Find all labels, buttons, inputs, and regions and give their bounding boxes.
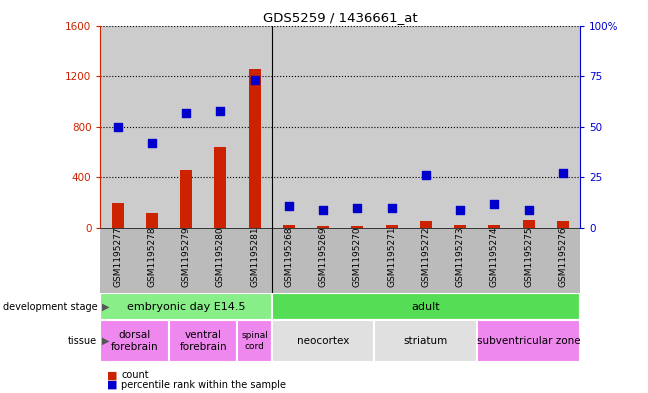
Text: development stage: development stage: [3, 301, 97, 312]
Bar: [237, 320, 272, 362]
Text: ■: ■: [107, 370, 117, 380]
Text: dorsal
forebrain: dorsal forebrain: [111, 330, 159, 352]
Point: [318, 207, 329, 213]
Text: subventricular zone: subventricular zone: [477, 336, 581, 346]
Point: [215, 107, 226, 114]
Point: [386, 204, 397, 211]
Text: ▶: ▶: [102, 301, 110, 312]
Bar: [272, 293, 580, 320]
Bar: [283, 226, 295, 228]
Bar: [111, 203, 124, 228]
Text: adult: adult: [411, 301, 440, 312]
Text: ■: ■: [107, 380, 117, 390]
Point: [421, 172, 431, 178]
Text: striatum: striatum: [404, 336, 448, 346]
Bar: [522, 220, 535, 228]
Bar: [489, 226, 500, 228]
Point: [284, 202, 294, 209]
Text: count: count: [121, 370, 149, 380]
Bar: [100, 293, 272, 320]
Bar: [351, 226, 364, 228]
Bar: [386, 226, 398, 228]
Bar: [100, 320, 169, 362]
Text: neocortex: neocortex: [297, 336, 349, 346]
Point: [558, 170, 568, 176]
Point: [112, 123, 122, 130]
Bar: [169, 320, 237, 362]
Text: spinal
cord: spinal cord: [241, 331, 268, 351]
Text: ventral
forebrain: ventral forebrain: [179, 330, 227, 352]
Point: [524, 207, 534, 213]
Point: [455, 207, 465, 213]
Point: [181, 109, 191, 116]
Point: [249, 77, 260, 83]
Bar: [317, 226, 329, 228]
Bar: [214, 147, 226, 228]
Point: [352, 204, 362, 211]
Bar: [420, 221, 432, 228]
Text: percentile rank within the sample: percentile rank within the sample: [121, 380, 286, 390]
Title: GDS5259 / 1436661_at: GDS5259 / 1436661_at: [263, 11, 417, 24]
Text: embryonic day E14.5: embryonic day E14.5: [127, 301, 246, 312]
Bar: [375, 320, 477, 362]
Point: [489, 200, 500, 207]
Bar: [557, 221, 569, 228]
Bar: [249, 68, 260, 228]
Text: ▶: ▶: [102, 336, 110, 346]
Bar: [477, 320, 580, 362]
Bar: [454, 226, 466, 228]
Bar: [180, 170, 192, 228]
Point: [146, 140, 157, 146]
Bar: [146, 213, 158, 228]
Text: tissue: tissue: [68, 336, 97, 346]
Bar: [272, 320, 375, 362]
